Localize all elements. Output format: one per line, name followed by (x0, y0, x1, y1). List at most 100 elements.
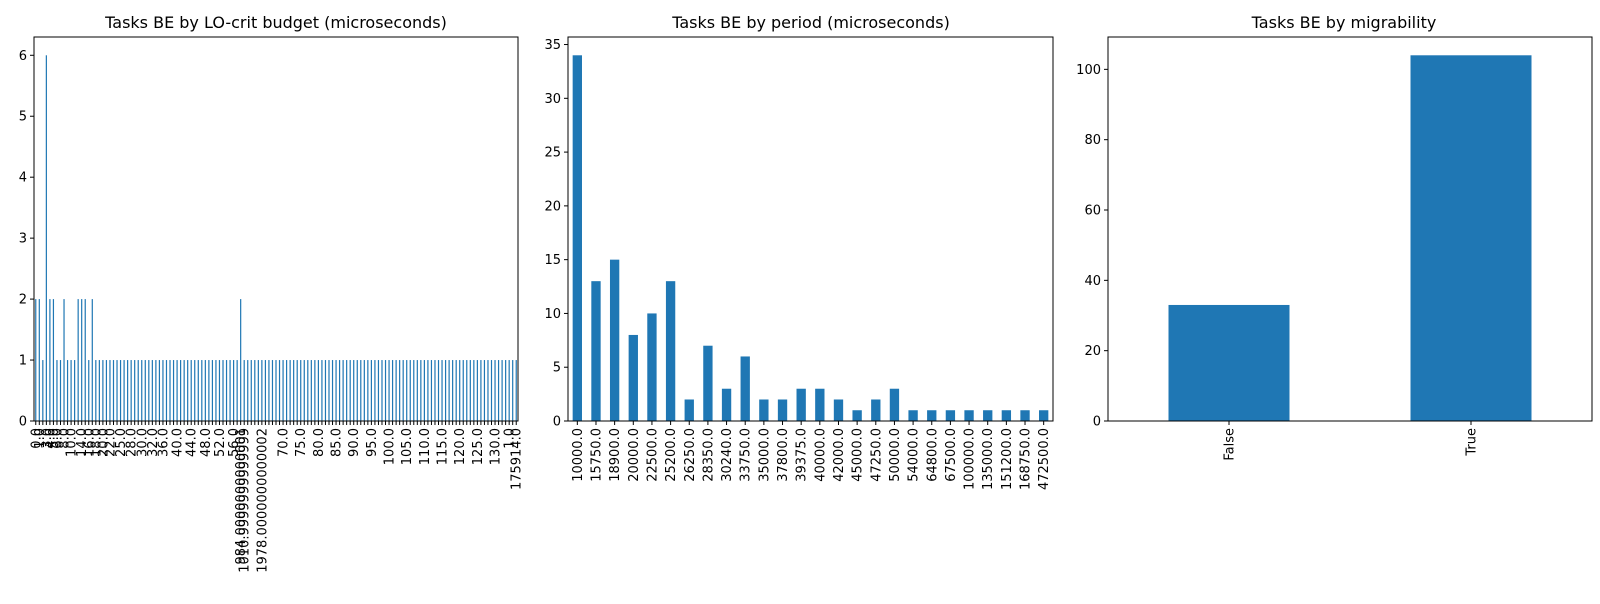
bar-2 (609, 259, 620, 421)
bar-39 (172, 360, 175, 421)
bar-127 (483, 360, 486, 421)
bar-27 (130, 360, 132, 421)
bar-115 (441, 360, 443, 421)
bar-25 (1039, 410, 1049, 421)
axes-frame (33, 36, 519, 422)
x-tick-label-7: 10.0 (65, 428, 80, 457)
bars (35, 55, 517, 421)
bar-107 (413, 360, 415, 421)
bar-95 (370, 360, 372, 421)
bar-30 (141, 360, 143, 421)
bar-81 (321, 360, 323, 421)
x-ticks: 0.01.03.04.05.06.08.010.014.016.018.020.… (29, 421, 525, 573)
bar-47 (201, 360, 203, 421)
bar-11 (74, 360, 76, 421)
y-tick-label-6: 6 (19, 49, 27, 64)
bar-113 (434, 360, 436, 421)
bar-0 (572, 55, 582, 421)
bar-86 (338, 360, 341, 421)
bars (1168, 55, 1532, 421)
y-tick-label-3: 15 (544, 253, 561, 268)
bar-109 (420, 360, 422, 421)
x-tick-label-24: 1010.9999999999999 (238, 428, 253, 573)
bar-32 (148, 360, 150, 421)
x-tick-label-19: 44.0 (185, 428, 200, 457)
y-tick-label-1: 20 (1084, 344, 1101, 359)
y-ticks: 0 5 10 15 20 25 30 35 (544, 38, 568, 430)
x-tick-label-18: 54000.0 (907, 428, 922, 482)
bar-13 (815, 388, 825, 421)
bar-4 (647, 313, 657, 421)
bar-51 (215, 360, 217, 421)
bar-40 (176, 360, 178, 421)
bar-22 (112, 360, 115, 421)
x-tick-label-22: 135000.0 (981, 428, 996, 490)
bar-28 (134, 360, 136, 421)
bar-117 (448, 360, 450, 421)
bar-19 (927, 410, 937, 421)
x-tick-label-14: 42000.0 (832, 428, 847, 482)
bar-69 (278, 360, 281, 421)
x-tick-label-29: 85.0 (330, 428, 345, 457)
x-tick-label-4: 5.0 (47, 428, 62, 449)
y-tick-label-5: 25 (544, 146, 561, 161)
bar-12 (796, 388, 806, 421)
x-tick-label-40: 175914.0 (510, 428, 525, 490)
bar-108 (416, 360, 418, 421)
chart-budget: Tasks BE by LO-crit budget (microseconds… (19, 13, 525, 573)
x-tick-label-13: 25.0 (114, 428, 129, 457)
bar-21 (964, 410, 974, 421)
x-tick-label-39: 1.0 (503, 428, 518, 449)
bar-70 (282, 360, 284, 421)
bar-99 (384, 360, 387, 421)
x-tick-label-22: 56.0 (227, 428, 242, 457)
x-tick-label-15: 45000.0 (851, 428, 866, 482)
chart-title: Tasks BE by period (microseconds) (671, 13, 950, 32)
y-tick-label-7: 35 (544, 38, 561, 53)
bar-120 (459, 360, 461, 421)
x-tick-label-1: True (1465, 428, 1480, 457)
x-tick-label-13: 40000.0 (813, 428, 828, 482)
bar-23 (1001, 410, 1012, 421)
bar-97 (377, 360, 380, 421)
bar-91 (356, 360, 358, 421)
x-tick-label-12: 22.0 (103, 428, 118, 457)
x-tick-label-18: 40.0 (171, 428, 186, 457)
x-tick-label-8: 14.0 (75, 428, 90, 457)
x-tick-label-6: 26250.0 (683, 428, 698, 482)
bar-94 (367, 360, 369, 421)
bar-41 (180, 360, 182, 421)
bar-34 (155, 360, 157, 421)
x-tick-label-23: 984.0000000000001 (234, 428, 249, 564)
bar-6 (684, 399, 694, 421)
bar-31 (144, 360, 146, 421)
bar-1 (1410, 55, 1532, 421)
bar-4 (49, 299, 51, 421)
bar-49 (208, 360, 210, 421)
x-tick-label-34: 110.0 (418, 428, 433, 465)
y-tick-label-2: 2 (19, 293, 27, 308)
bar-63 (257, 360, 259, 421)
bar-24 (1020, 410, 1030, 421)
bar-25 (123, 360, 125, 421)
x-tick-label-5: 25200.0 (664, 428, 679, 482)
bar-55 (229, 360, 231, 421)
bar-59 (243, 360, 245, 421)
y-tick-label-0: 0 (19, 415, 27, 430)
bar-68 (275, 360, 277, 421)
bar-110 (423, 360, 425, 421)
bar-42 (183, 360, 185, 421)
x-tick-label-26: 70.0 (277, 428, 292, 457)
bar-87 (342, 360, 344, 421)
bar-90 (353, 360, 355, 421)
bar-116 (444, 360, 447, 421)
bar-128 (487, 360, 489, 421)
y-tick-label-0: 0 (553, 415, 561, 430)
x-tick-label-14: 28.0 (125, 428, 140, 457)
bar-18 (908, 410, 918, 421)
bar-20 (105, 360, 108, 421)
bar-5 (665, 281, 676, 421)
bar-24 (119, 360, 122, 421)
bar-17 (95, 360, 97, 421)
